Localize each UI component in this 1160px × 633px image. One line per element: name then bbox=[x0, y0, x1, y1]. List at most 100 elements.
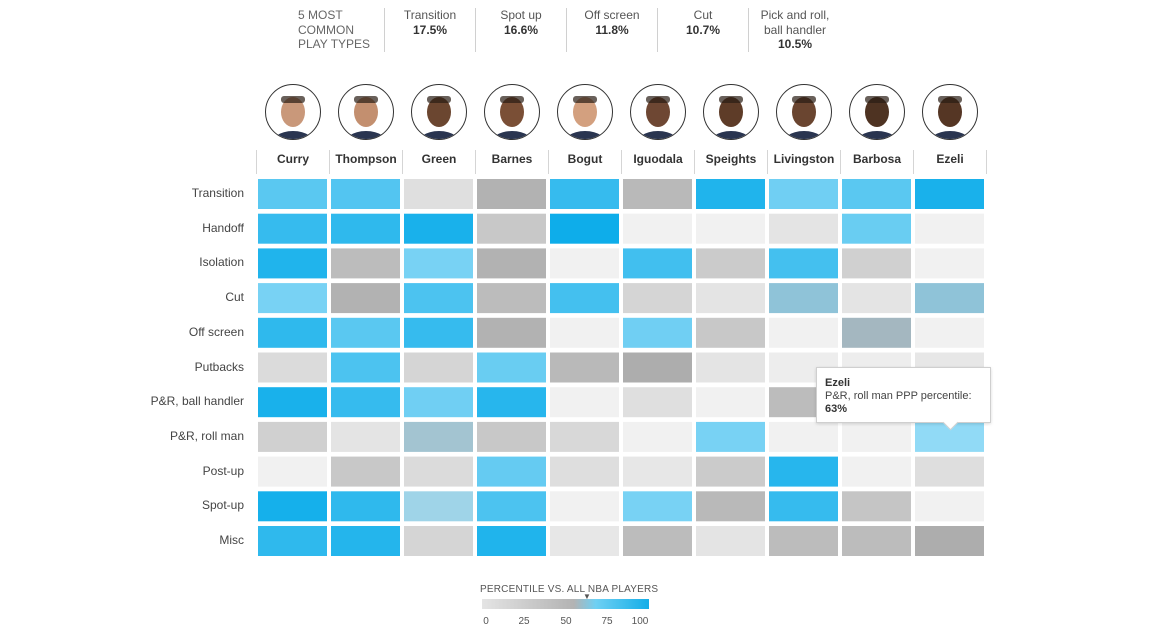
heatmap-cell[interactable] bbox=[550, 387, 619, 418]
heatmap-cell[interactable] bbox=[696, 317, 765, 348]
heatmap-cell[interactable] bbox=[258, 283, 327, 314]
heatmap-cell[interactable] bbox=[623, 213, 692, 244]
heatmap-cell[interactable] bbox=[477, 456, 546, 487]
heatmap-cell[interactable] bbox=[769, 317, 838, 348]
heatmap-cell[interactable] bbox=[842, 179, 911, 209]
heatmap-cell[interactable] bbox=[842, 456, 911, 487]
heatmap-cell[interactable] bbox=[550, 248, 619, 279]
heatmap-cell[interactable] bbox=[696, 179, 765, 209]
heatmap-cell[interactable] bbox=[477, 387, 546, 418]
heatmap-cell[interactable] bbox=[477, 352, 546, 383]
heatmap-cell[interactable] bbox=[915, 213, 984, 244]
heatmap-cell[interactable] bbox=[404, 387, 473, 418]
heatmap-cell[interactable] bbox=[696, 352, 765, 383]
heatmap-cell[interactable] bbox=[915, 283, 984, 314]
heatmap-cell[interactable] bbox=[769, 179, 838, 209]
heatmap-cell[interactable] bbox=[550, 456, 619, 487]
heatmap-cell[interactable] bbox=[404, 421, 473, 452]
heatmap-cell[interactable] bbox=[258, 352, 327, 383]
heatmap-cell[interactable] bbox=[550, 213, 619, 244]
heatmap-cell[interactable] bbox=[404, 248, 473, 279]
heatmap-cell[interactable] bbox=[331, 352, 400, 383]
heatmap-cell[interactable] bbox=[477, 491, 546, 522]
heatmap-cell[interactable] bbox=[404, 352, 473, 383]
heatmap-cell[interactable] bbox=[769, 491, 838, 522]
heatmap-cell[interactable] bbox=[258, 526, 327, 556]
heatmap-cell[interactable] bbox=[915, 526, 984, 556]
heatmap-cell[interactable] bbox=[696, 213, 765, 244]
heatmap-cell[interactable] bbox=[696, 491, 765, 522]
heatmap-cell[interactable] bbox=[258, 179, 327, 209]
heatmap-cell[interactable] bbox=[915, 456, 984, 487]
heatmap-cell[interactable] bbox=[404, 283, 473, 314]
heatmap-cell[interactable] bbox=[331, 421, 400, 452]
heatmap-cell[interactable] bbox=[696, 421, 765, 452]
heatmap-cell[interactable] bbox=[842, 526, 911, 556]
heatmap-cell[interactable] bbox=[331, 387, 400, 418]
heatmap-cell[interactable] bbox=[550, 179, 619, 209]
heatmap-cell[interactable] bbox=[331, 248, 400, 279]
heatmap-cell[interactable] bbox=[696, 248, 765, 279]
heatmap-cell[interactable] bbox=[623, 421, 692, 452]
heatmap-cell[interactable] bbox=[258, 213, 327, 244]
heatmap-cell[interactable] bbox=[769, 456, 838, 487]
heatmap-cell[interactable] bbox=[404, 456, 473, 487]
heatmap-cell[interactable] bbox=[623, 179, 692, 209]
heatmap-cell[interactable] bbox=[623, 352, 692, 383]
heatmap-cell[interactable] bbox=[842, 213, 911, 244]
heatmap-cell[interactable] bbox=[915, 317, 984, 348]
heatmap-cell[interactable] bbox=[404, 491, 473, 522]
heatmap-cell[interactable] bbox=[404, 526, 473, 556]
heatmap-cell[interactable] bbox=[769, 283, 838, 314]
heatmap-cell[interactable] bbox=[842, 421, 911, 452]
heatmap-cell[interactable] bbox=[696, 283, 765, 314]
heatmap-cell[interactable] bbox=[258, 387, 327, 418]
heatmap-cell[interactable] bbox=[550, 526, 619, 556]
heatmap-cell[interactable] bbox=[404, 179, 473, 209]
heatmap-cell[interactable] bbox=[623, 248, 692, 279]
heatmap-cell[interactable] bbox=[696, 526, 765, 556]
heatmap-cell[interactable] bbox=[623, 317, 692, 348]
heatmap-cell[interactable] bbox=[623, 491, 692, 522]
heatmap-cell[interactable] bbox=[623, 456, 692, 487]
heatmap-cell[interactable] bbox=[331, 526, 400, 556]
heatmap-cell[interactable] bbox=[331, 456, 400, 487]
heatmap-cell[interactable] bbox=[331, 283, 400, 314]
heatmap-cell[interactable] bbox=[550, 421, 619, 452]
heatmap-cell[interactable] bbox=[331, 491, 400, 522]
heatmap-cell[interactable] bbox=[915, 248, 984, 279]
heatmap-cell[interactable] bbox=[258, 317, 327, 348]
heatmap-cell[interactable] bbox=[842, 248, 911, 279]
heatmap-cell[interactable] bbox=[477, 179, 546, 209]
heatmap-cell[interactable] bbox=[623, 387, 692, 418]
heatmap-cell[interactable] bbox=[331, 213, 400, 244]
heatmap-cell[interactable] bbox=[550, 317, 619, 348]
heatmap-cell[interactable] bbox=[477, 248, 546, 279]
heatmap-cell[interactable] bbox=[550, 283, 619, 314]
heatmap-cell[interactable] bbox=[550, 491, 619, 522]
heatmap-cell[interactable] bbox=[769, 248, 838, 279]
heatmap-cell[interactable] bbox=[477, 283, 546, 314]
heatmap-cell[interactable] bbox=[623, 283, 692, 314]
heatmap-cell[interactable] bbox=[258, 248, 327, 279]
heatmap-cell[interactable] bbox=[842, 283, 911, 314]
heatmap-cell[interactable] bbox=[331, 317, 400, 348]
heatmap-cell[interactable] bbox=[769, 213, 838, 244]
heatmap-cell[interactable] bbox=[550, 352, 619, 383]
heatmap-cell[interactable] bbox=[404, 213, 473, 244]
heatmap-cell[interactable] bbox=[769, 421, 838, 452]
heatmap-cell[interactable] bbox=[696, 456, 765, 487]
heatmap-cell[interactable] bbox=[842, 317, 911, 348]
heatmap-cell[interactable] bbox=[696, 387, 765, 418]
heatmap-cell[interactable] bbox=[915, 491, 984, 522]
heatmap-cell[interactable] bbox=[404, 317, 473, 348]
heatmap-cell[interactable] bbox=[477, 213, 546, 244]
heatmap-cell[interactable] bbox=[769, 526, 838, 556]
heatmap-cell[interactable] bbox=[477, 317, 546, 348]
heatmap-cell[interactable] bbox=[623, 526, 692, 556]
heatmap-cell[interactable] bbox=[331, 179, 400, 209]
heatmap-cell[interactable] bbox=[477, 421, 546, 452]
heatmap-cell[interactable] bbox=[842, 491, 911, 522]
heatmap-cell[interactable] bbox=[477, 526, 546, 556]
heatmap-cell[interactable] bbox=[258, 491, 327, 522]
